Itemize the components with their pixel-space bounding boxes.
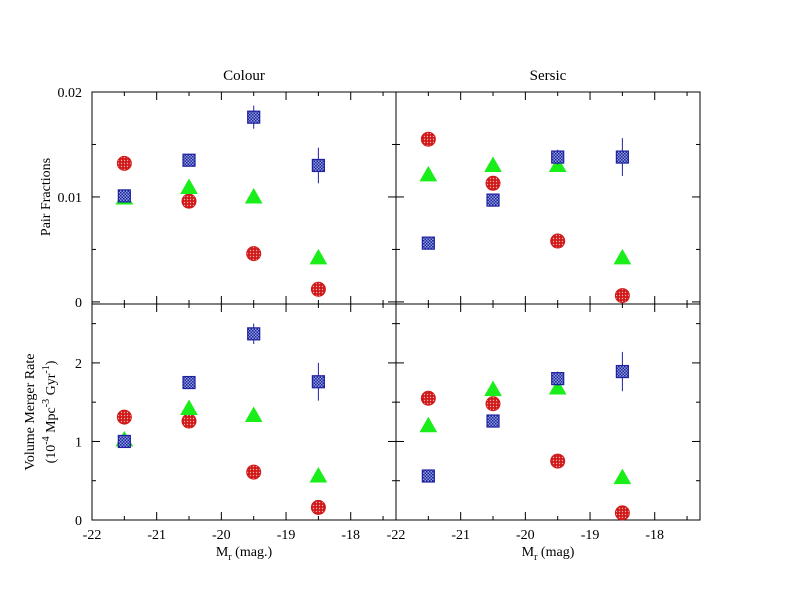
data-point-circle: [246, 464, 262, 480]
data-point-triangle: [419, 165, 438, 182]
y-tick-label: 1: [75, 435, 82, 450]
data-point-circle: [310, 499, 326, 515]
data-point-square: [486, 414, 500, 428]
data-point-circle: [485, 396, 501, 412]
data-point-circle: [181, 193, 197, 209]
y-axis-label-merger-rate-units: (10-4 Mpc-3 Gyr-1): [41, 360, 59, 463]
data-point-square: [182, 153, 196, 167]
data-point-square: [421, 469, 435, 483]
data-point-square: [117, 434, 131, 449]
y-tick-label: 0: [75, 514, 82, 529]
data-point-triangle: [484, 380, 502, 397]
data-point-triangle: [548, 156, 567, 172]
data-point-square: [615, 150, 629, 164]
x-tick-label: -22: [83, 528, 102, 543]
data-point-triangle: [244, 187, 263, 204]
data-point-triangle: [309, 248, 328, 265]
data-point-square: [615, 364, 629, 379]
x-tick-label: -18: [341, 528, 360, 543]
x-tick-label: -18: [645, 528, 664, 543]
data-point-square: [182, 375, 196, 390]
panel-frame-0: [91, 91, 397, 305]
data-point-circle: [116, 155, 132, 171]
x-tick-label: -20: [516, 528, 535, 543]
data-point-square: [311, 375, 325, 389]
data-point-circle: [614, 288, 630, 304]
data-point-triangle: [613, 248, 632, 265]
data-point-circle: [181, 413, 197, 429]
data-point-circle: [116, 409, 132, 425]
data-point-square: [551, 372, 565, 386]
data-point-circle: [550, 233, 566, 249]
panel-frame-2: [91, 303, 397, 521]
data-point-triangle: [309, 467, 328, 483]
panel-title-colour: Colour: [223, 68, 265, 84]
data-point-square: [247, 110, 261, 124]
panel-frame-1: [395, 91, 701, 305]
data-point-circle: [420, 131, 436, 147]
x-tick-label: -22: [387, 528, 406, 543]
data-point-square: [551, 150, 565, 164]
data-point-circle: [420, 390, 436, 406]
y-tick-label: 0.02: [58, 86, 83, 101]
panel-title-sersic: Sersic: [530, 68, 567, 84]
data-point-square: [247, 327, 261, 341]
x-tick-label: -20: [212, 528, 231, 543]
data-point-triangle: [484, 156, 502, 172]
data-point-circle: [485, 175, 501, 191]
data-point-triangle: [180, 178, 198, 195]
x-tick-label: -21: [147, 528, 166, 543]
data-point-circle: [550, 453, 566, 469]
data-point-circle: [614, 505, 630, 521]
y-tick-label: 0.01: [58, 191, 83, 206]
y-axis-label-merger-rate: Volume Merger Rate: [23, 354, 38, 471]
data-point-circle: [246, 246, 262, 262]
data-point-square: [486, 193, 500, 207]
data-point-triangle: [419, 416, 438, 433]
data-point-triangle: [613, 468, 632, 485]
data-point-triangle: [180, 399, 198, 415]
panels-group: 0 0.01 0.02 -22 -21 -20 -19 -18 0 1 2 -22 -21 -20 -19 -…: [58, 86, 701, 543]
data-point-triangle: [244, 406, 263, 423]
x-tick-label: -19: [277, 528, 296, 543]
x-axis-label-right: Mr (mag): [522, 545, 575, 563]
panel-frame-3: [395, 303, 701, 521]
data-point-circle: [310, 281, 326, 297]
x-tick-label: -21: [451, 528, 470, 543]
data-point-square: [311, 158, 325, 173]
x-tick-label: -19: [581, 528, 600, 543]
y-tick-label: 2: [75, 357, 82, 372]
data-point-square: [117, 189, 131, 203]
y-axis-label-pair-fractions: Pair Fractions: [39, 158, 54, 236]
data-point-triangle: [548, 379, 567, 395]
x-axis-label-left: Mr (mag.): [216, 545, 273, 563]
data-point-square: [421, 236, 435, 250]
y-tick-label: 0: [75, 296, 82, 311]
